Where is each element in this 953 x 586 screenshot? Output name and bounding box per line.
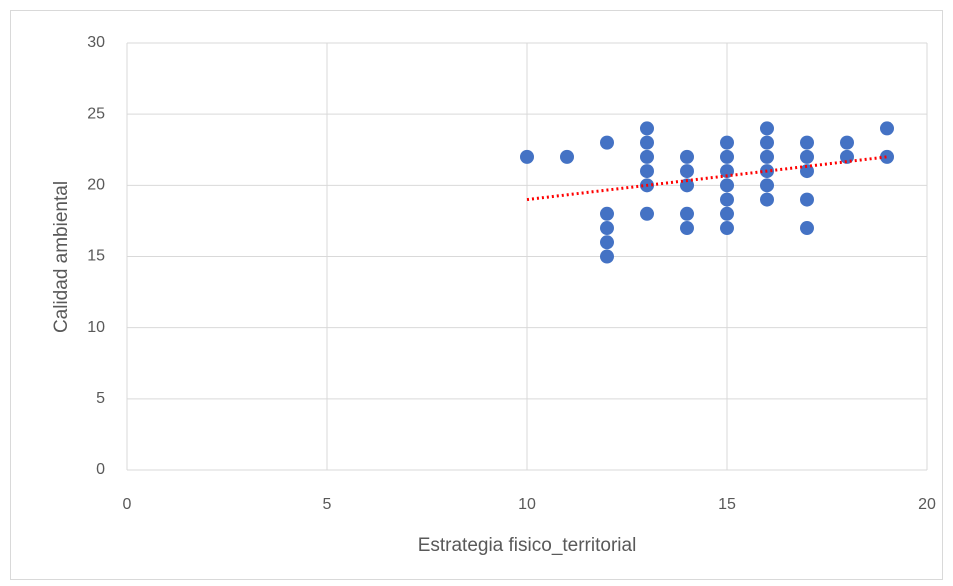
point <box>680 164 694 179</box>
point <box>600 206 614 221</box>
point <box>600 135 614 150</box>
point <box>720 149 734 164</box>
y-tick-label: 15 <box>87 248 105 265</box>
y-tick-label: 20 <box>87 177 105 194</box>
point <box>720 135 734 150</box>
point <box>680 206 694 221</box>
point <box>600 235 614 250</box>
y-tick-label: 30 <box>87 34 105 51</box>
point <box>720 178 734 193</box>
point <box>800 164 814 179</box>
point <box>680 178 694 193</box>
point <box>640 135 654 150</box>
point <box>640 121 654 136</box>
point <box>880 121 894 136</box>
point <box>640 164 654 179</box>
x-tick-label: 0 <box>123 496 132 513</box>
x-tick-label: 10 <box>518 496 536 513</box>
trendline <box>526 155 888 202</box>
y-tick-label: 25 <box>87 105 105 122</box>
point <box>760 149 774 164</box>
point <box>600 249 614 264</box>
y-tick-label: 0 <box>96 461 105 478</box>
point <box>720 221 734 236</box>
y-axis-title: Calidad ambiental <box>51 181 72 333</box>
point <box>800 149 814 164</box>
x-tick-label: 20 <box>918 496 936 513</box>
point <box>840 149 854 164</box>
point <box>760 178 774 193</box>
y-tick-label: 10 <box>87 319 105 336</box>
point <box>840 135 854 150</box>
point <box>680 149 694 164</box>
point <box>760 121 774 136</box>
point <box>720 192 734 207</box>
point <box>680 221 694 236</box>
point <box>600 221 614 236</box>
point <box>800 221 814 236</box>
point <box>520 149 534 164</box>
chart-border <box>10 10 943 580</box>
x-tick-label: 5 <box>323 496 332 513</box>
point <box>800 135 814 150</box>
point <box>760 135 774 150</box>
point <box>640 149 654 164</box>
point <box>640 206 654 221</box>
point <box>720 206 734 221</box>
point <box>760 192 774 207</box>
y-tick-label: 5 <box>96 390 105 407</box>
point <box>560 149 574 164</box>
point <box>880 149 894 164</box>
x-tick-label: 15 <box>718 496 736 513</box>
x-axis-title: Estrategia fisico_territorial <box>418 535 637 556</box>
point <box>800 192 814 207</box>
